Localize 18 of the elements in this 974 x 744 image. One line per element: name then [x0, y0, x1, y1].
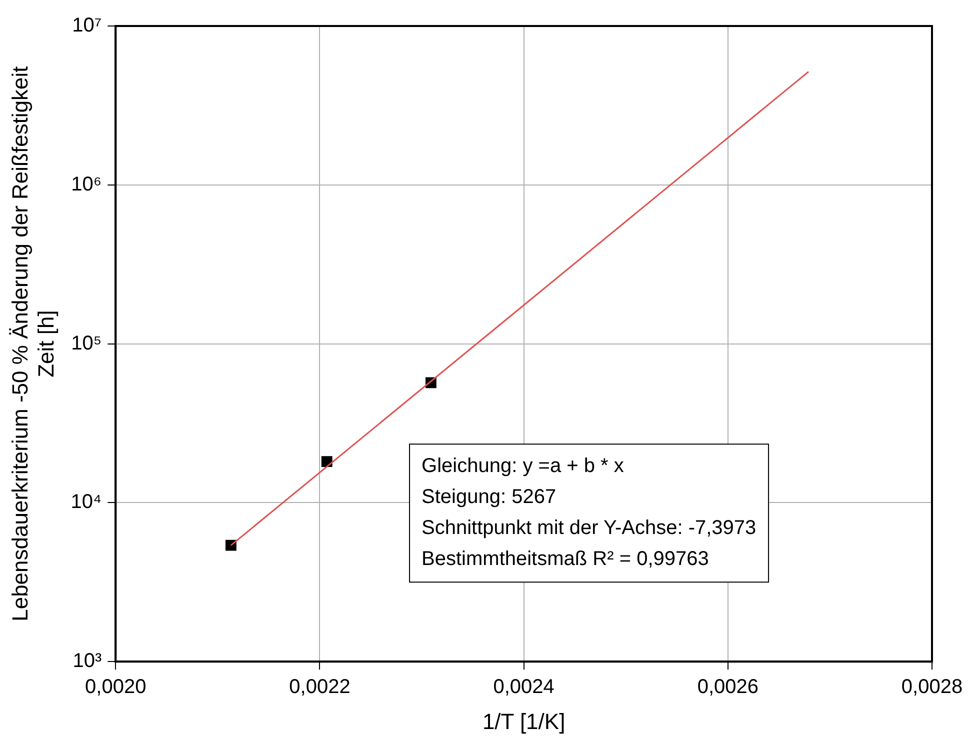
y-tick-label: 10⁶: [71, 173, 102, 196]
x-tick-label: 0,0024: [493, 676, 554, 698]
point: [226, 540, 236, 551]
annotation: Steigung: 5267: [422, 486, 556, 508]
y-tick-label: 10⁷: [72, 14, 102, 37]
x-tick-label: 0,0020: [85, 676, 146, 698]
x-axis-title: 1/T [1/K]: [482, 708, 566, 734]
point: [321, 456, 332, 468]
annotation: Schnittpunkt mit der Y-Achse: -7,3973: [422, 517, 756, 540]
x-tick-label: 0,0028: [901, 676, 963, 698]
x-tick-label: 0,0022: [289, 676, 350, 698]
x-tick-label: 0,0026: [697, 676, 758, 698]
y-tick-label: 10⁵: [71, 332, 102, 354]
y-tick-label: 10⁴: [70, 491, 102, 514]
y-axis-title: Lebensdauerkriterium -50 % Änderung der Reißfestigkeit Zeit [h]: [7, 66, 59, 622]
annotation: Gleichung: y =a + b * x: [422, 455, 624, 478]
annotation: Bestimmtheitsmaß R² = 0,99763: [422, 548, 709, 570]
y-tick-label: 10³: [72, 650, 102, 672]
